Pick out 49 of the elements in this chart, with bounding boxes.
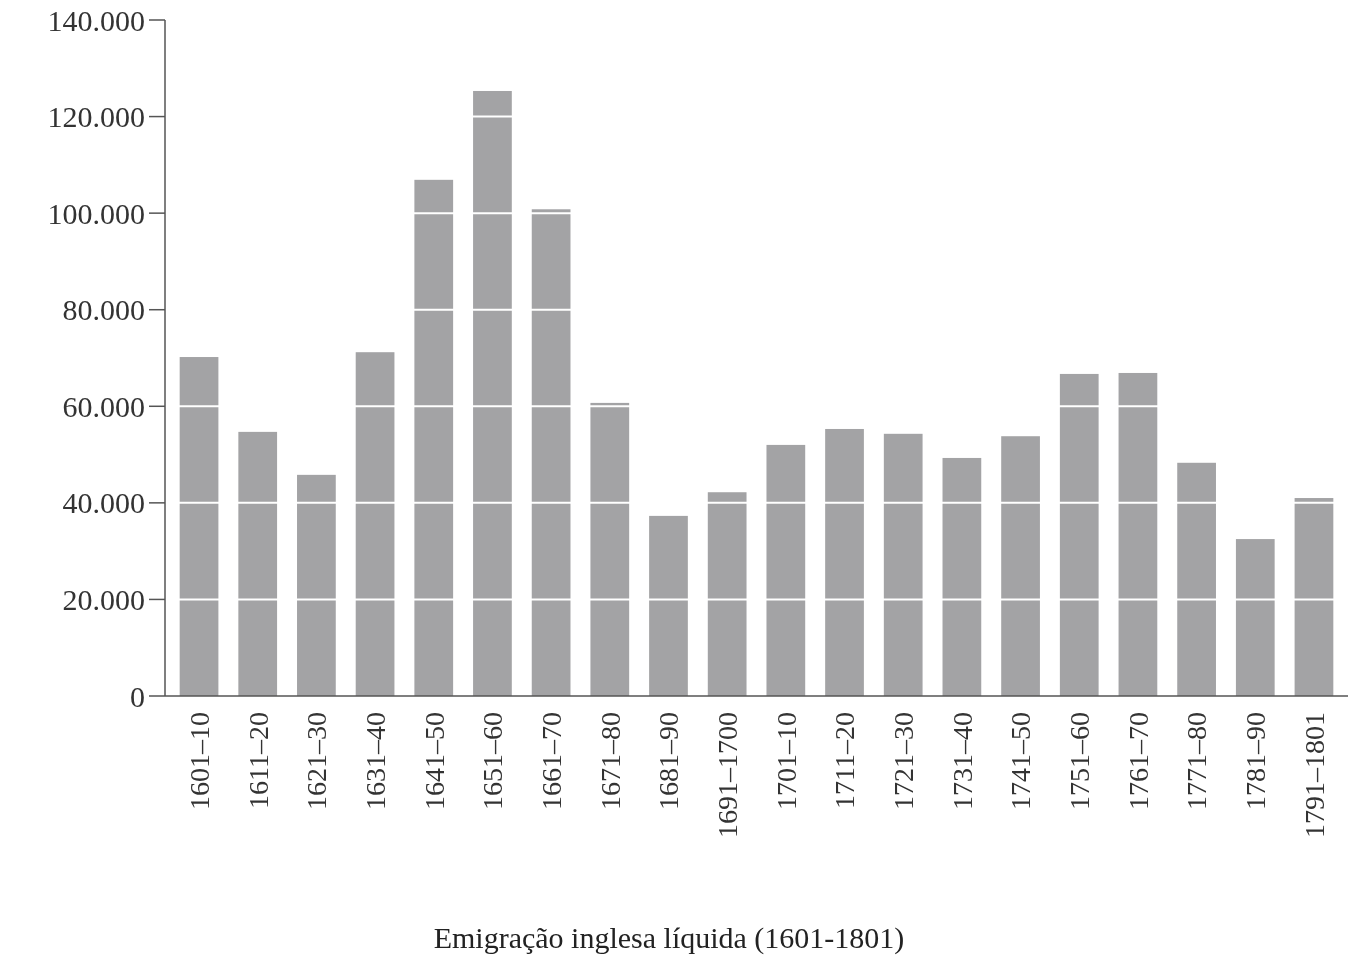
y-tick-label: 120.000 bbox=[47, 100, 145, 134]
bar bbox=[883, 433, 923, 696]
bar bbox=[825, 428, 864, 696]
bar bbox=[590, 402, 630, 696]
x-tick-label: 1651–60 bbox=[477, 712, 509, 810]
text: Emigração inglesa líquida (1601-1801) bbox=[433, 921, 905, 955]
x-tick-label: 1771–80 bbox=[1181, 712, 1213, 810]
x-tick-label: 1751–60 bbox=[1064, 712, 1096, 810]
bar bbox=[1294, 498, 1334, 696]
y-tick-label: 140.000 bbox=[47, 3, 145, 37]
bar bbox=[766, 444, 806, 696]
y-tick-label: 80.000 bbox=[62, 293, 145, 327]
y-tick-label: 20.000 bbox=[62, 582, 145, 616]
y-tick-label: 40.000 bbox=[62, 486, 145, 520]
x-tick-label: 1661–70 bbox=[535, 712, 567, 810]
bar bbox=[179, 357, 219, 696]
x-tick-label: 1731–40 bbox=[946, 712, 978, 810]
bar bbox=[238, 431, 278, 696]
x-tick-label: 1741–50 bbox=[1005, 712, 1037, 810]
bar bbox=[355, 352, 395, 696]
x-tick-label: 1761–70 bbox=[1122, 712, 1154, 810]
x-tick-label: 1791–1801 bbox=[1298, 712, 1330, 838]
x-tick-label: 1701–10 bbox=[770, 712, 802, 810]
bar bbox=[531, 209, 571, 696]
x-tick-label: 1601–10 bbox=[183, 712, 215, 810]
bar bbox=[473, 90, 512, 696]
x-tick-label: 1621–30 bbox=[301, 712, 333, 810]
x-tick-label: 1611–20 bbox=[242, 712, 274, 809]
x-tick-label: 1681–90 bbox=[653, 712, 685, 810]
x-tick-label: 1631–40 bbox=[359, 712, 391, 810]
bar bbox=[1118, 372, 1158, 696]
bar bbox=[414, 179, 454, 696]
y-tick-label: 0 bbox=[130, 679, 145, 713]
bar bbox=[649, 515, 688, 696]
y-tick-label: 100.000 bbox=[47, 196, 145, 230]
x-tick-label: 1721–30 bbox=[888, 712, 919, 810]
y-tick-label: 60.000 bbox=[62, 389, 145, 423]
bar bbox=[1177, 462, 1216, 696]
x-tick-label: 1641–50 bbox=[418, 712, 450, 810]
x-tick-label: 1711–20 bbox=[829, 712, 861, 809]
bar bbox=[297, 474, 336, 696]
bar bbox=[942, 457, 982, 696]
bar bbox=[1001, 436, 1040, 696]
x-tick-label: 1671–80 bbox=[594, 712, 626, 810]
x-tick-label: 1691–1700 bbox=[711, 712, 743, 838]
bar bbox=[1059, 373, 1099, 696]
bar bbox=[1235, 539, 1275, 696]
bar bbox=[707, 492, 747, 696]
x-tick-label: 1781–90 bbox=[1240, 712, 1272, 810]
